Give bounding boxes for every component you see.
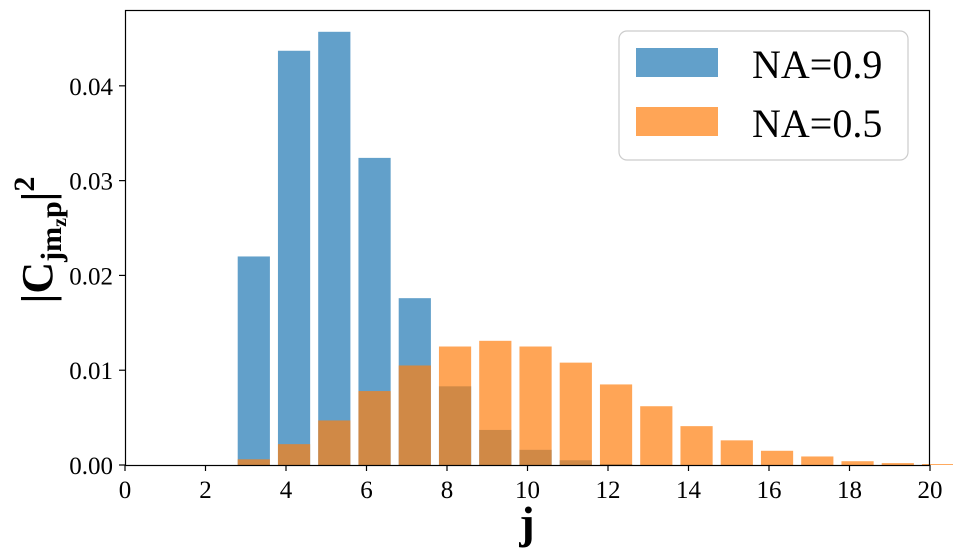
y-axis-title-subsub: z: [49, 218, 71, 227]
x-axis-title: j: [518, 497, 534, 548]
y-axis-title-sub: jm: [35, 227, 68, 263]
bar-series-1-x-19: [881, 463, 914, 465]
x-tick-label-2: 2: [199, 477, 212, 504]
bar-series-1-x-14: [680, 426, 713, 465]
bar-series-1-x-4: [277, 444, 311, 465]
bar-series-1-x-17: [801, 456, 834, 465]
bar-series-1-x-20: [921, 464, 953, 465]
bar-series-0-x-5: [318, 31, 351, 466]
x-tick-label-12: 12: [596, 477, 621, 504]
legend-swatch-na-0-5: [636, 107, 718, 136]
x-tick-label-8: 8: [441, 477, 454, 504]
x-tick-label-6: 6: [360, 477, 373, 504]
bar-series-1-x-11: [559, 362, 592, 466]
bar-series-1-x-6: [358, 391, 391, 465]
bar-series-1-x-9: [479, 340, 512, 465]
bar-series-1-x-12: [599, 384, 633, 465]
bar-series-1-x-10: [519, 346, 552, 465]
y-axis-title: |Cjmzp|2: [8, 177, 71, 304]
bar-series-1-x-18: [841, 461, 874, 465]
bar-series-1-x-13: [640, 406, 673, 465]
legend: NA=0.9 NA=0.5: [618, 30, 909, 161]
y-axis-title-bar: |: [13, 192, 62, 202]
x-tick-label-20: 20: [918, 477, 943, 504]
x-tick-label-14: 14: [676, 477, 702, 504]
y-axis-title-left: |C: [13, 262, 62, 303]
legend-swatch-na-0-9: [636, 48, 718, 77]
y-tick-label-0.03: 0.03: [69, 169, 113, 196]
y-tick-label-0.01: 0.01: [69, 358, 113, 385]
legend-label-na-0-5: NA=0.5: [752, 101, 882, 146]
y-tick-label-0.00: 0.00: [69, 453, 113, 480]
y-tick-label-0.02: 0.02: [69, 263, 113, 290]
y-axis-title-subtail: p: [35, 201, 68, 218]
x-axis-ticks: 0 2 4 6 8 10 12 14 16 18 20: [119, 465, 943, 504]
x-tick-label-16: 16: [757, 477, 782, 504]
bars-layer: [237, 31, 953, 466]
bar-series-1-x-16: [760, 450, 794, 465]
bar-series-1-x-3: [237, 459, 270, 465]
bar-series-1-x-5: [318, 420, 351, 465]
bar-series-1-x-8: [438, 346, 472, 465]
bar-series-1-x-7: [398, 365, 431, 465]
x-tick-label-10: 10: [515, 477, 540, 504]
y-axis-ticks: 0.00 0.01 0.02 0.03 0.04: [69, 74, 125, 480]
y-tick-label-0.04: 0.04: [69, 74, 113, 101]
x-tick-label-4: 4: [280, 477, 293, 504]
x-tick-label-18: 18: [837, 477, 862, 504]
bar-series-0-x-4: [277, 50, 311, 465]
y-axis-title-sup: 2: [8, 177, 41, 192]
bar-series-0-x-3: [237, 256, 270, 465]
x-tick-label-0: 0: [119, 477, 132, 504]
bar-series-1-x-15: [720, 440, 753, 465]
legend-label-na-0-9: NA=0.9: [752, 42, 882, 87]
